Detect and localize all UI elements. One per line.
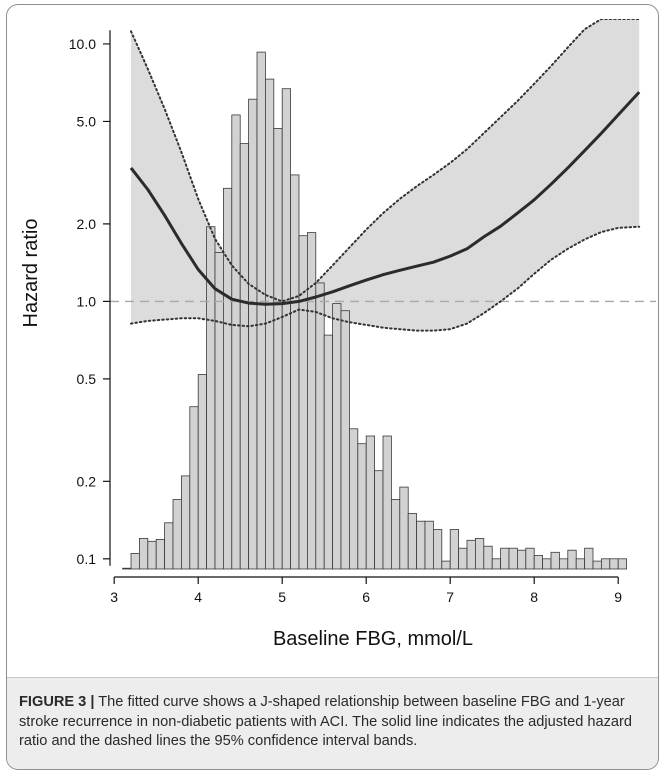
ci-upper-line: [130, 19, 641, 303]
y-tick-label: 1.0: [77, 293, 97, 309]
y-tick-label: 5.0: [77, 113, 97, 129]
histogram-bar: [584, 547, 594, 570]
histogram-bar: [550, 551, 560, 570]
x-axis-label: Baseline FBG, mmol/L: [273, 628, 473, 650]
histogram-bar: [130, 553, 140, 570]
x-tick-label: 5: [278, 589, 286, 605]
x-tick-label: 3: [110, 589, 118, 605]
histogram-bar: [206, 226, 216, 570]
histogram-bar: [542, 558, 552, 570]
histogram-bar: [214, 251, 224, 570]
histogram-bar: [256, 51, 266, 570]
histogram-bar: [592, 560, 602, 570]
caption-text: The fitted curve shows a J-shaped relati…: [19, 694, 633, 750]
histogram-bar: [617, 558, 628, 570]
histogram-bar: [390, 499, 401, 570]
histogram-bar: [172, 499, 182, 570]
confidence-band: [131, 19, 640, 331]
histogram-bar: [273, 128, 283, 570]
confidence-band-layer: [131, 19, 640, 331]
plot-area: 0.1 0.2 0.5 1.0 2.0 5.0 10.0 3 4 5 6 7 8 9 Baseline F…: [7, 5, 658, 677]
x-tick-label: 6: [362, 589, 370, 605]
histogram-bar: [155, 539, 165, 570]
histogram-bar: [407, 513, 418, 570]
histogram-bar: [164, 522, 174, 570]
histogram-bar: [374, 470, 384, 570]
histogram-bar: [180, 475, 191, 570]
y-axis-label: Hazard ratio: [20, 219, 42, 328]
histogram-bar: [348, 428, 359, 570]
histogram-bar: [516, 549, 527, 570]
histogram-bar: [567, 549, 577, 570]
histogram-bar: [357, 443, 367, 570]
histogram-bar: [441, 560, 451, 570]
histogram-bar: [609, 558, 619, 570]
histogram-bar: [197, 374, 207, 570]
x-tick-label: 7: [446, 589, 454, 605]
caption-area: FIGURE 3 | The fitted curve shows a J-sh…: [7, 677, 658, 769]
y-tick-label: 0.2: [77, 473, 97, 489]
histogram-layer: [122, 51, 628, 570]
histogram-bar: [281, 88, 292, 570]
histogram-bar: [483, 545, 493, 570]
histogram-bar: [222, 187, 233, 570]
y-tick-label: 2.0: [77, 216, 97, 232]
histogram-bar: [315, 282, 325, 570]
histogram-bar: [231, 114, 241, 570]
x-tick-label: 4: [194, 589, 202, 605]
histogram-bar: [559, 558, 569, 570]
histogram-bar: [601, 558, 611, 570]
figure-label: FIGURE 3 |: [19, 694, 95, 710]
histogram-bar: [424, 520, 434, 570]
histogram-bar: [449, 529, 460, 570]
histogram-bar: [474, 538, 485, 570]
x-tick-label: 9: [614, 589, 622, 605]
y-tick-label: 0.1: [77, 551, 97, 567]
histogram-bar: [290, 174, 300, 570]
histogram-bar: [466, 539, 476, 570]
axes-layer: 0.1 0.2 0.5 1.0 2.0 5.0 10.0 3 4 5 6 7 8 9: [69, 30, 622, 605]
y-tick-label: 10.0: [69, 36, 96, 52]
histogram-bar: [416, 520, 426, 570]
histogram-bar: [508, 547, 518, 570]
curve-layer: [129, 19, 641, 332]
histogram-bar: [248, 98, 258, 570]
histogram-bar: [525, 547, 535, 570]
histogram-bar: [458, 547, 468, 570]
histogram-bar: [332, 303, 342, 570]
histogram-bar: [138, 538, 149, 570]
histogram-bar: [323, 334, 334, 570]
histogram-bar: [533, 555, 544, 570]
ci-lower-line: [130, 225, 641, 332]
histogram-bar: [399, 486, 409, 570]
histogram-bar: [340, 310, 350, 570]
hazard-ratio-chart: 0.1 0.2 0.5 1.0 2.0 5.0 10.0 3 4 5 6 7 8 9 Baseline F…: [20, 19, 656, 650]
histogram-bar: [500, 547, 510, 570]
histogram-bar: [432, 529, 443, 570]
histogram-bar: [491, 558, 502, 570]
histogram-bar: [298, 235, 308, 570]
histogram-bar: [189, 406, 199, 570]
histogram-bar: [239, 143, 249, 570]
histogram-bar: [575, 558, 586, 570]
histogram-bar: [365, 435, 376, 570]
y-tick-label: 0.5: [77, 371, 97, 387]
fitted-hazard-curve: [129, 91, 641, 306]
histogram-bar: [122, 567, 132, 570]
x-tick-label: 8: [530, 589, 538, 605]
figure-caption: FIGURE 3 | The fitted curve shows a J-sh…: [19, 693, 649, 752]
histogram-bar: [147, 540, 157, 570]
figure-frame: 0.1 0.2 0.5 1.0 2.0 5.0 10.0 3 4 5 6 7 8 9 Baseline F…: [6, 4, 659, 770]
histogram-bar: [382, 435, 392, 570]
